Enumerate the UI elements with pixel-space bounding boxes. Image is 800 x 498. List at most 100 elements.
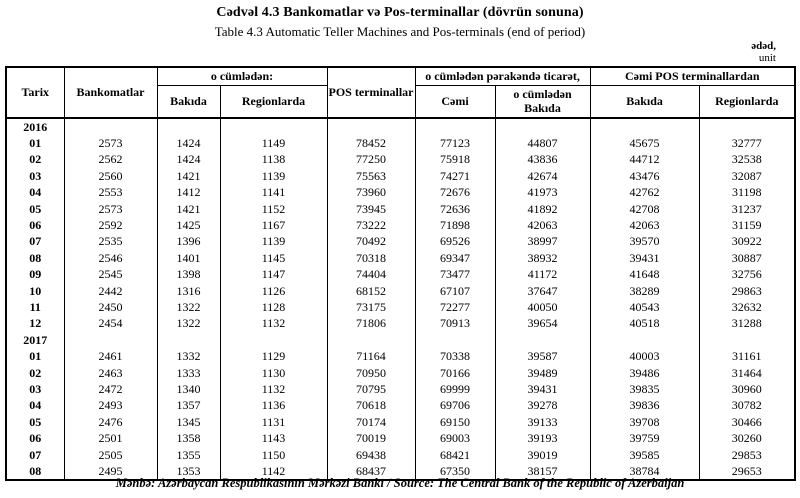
col-header-bakida: Bakıda xyxy=(156,84,221,118)
value-cell: 1424 xyxy=(156,134,221,152)
value-cell: 1401 xyxy=(156,249,221,267)
value-cell: 71806 xyxy=(326,315,416,332)
value-cell: 1353 xyxy=(156,463,221,481)
value-cell: 29853 xyxy=(698,446,796,464)
value-cell: 38997 xyxy=(494,233,591,250)
value-cell: 73960 xyxy=(326,184,416,201)
empty-cell xyxy=(219,117,328,135)
value-cell: 30782 xyxy=(698,397,796,414)
col-header-cemi: Cəmi xyxy=(414,84,496,118)
value-cell: 32087 xyxy=(698,167,796,185)
data-row: 07 2505 1355 1150 69438 68421 39019 39585 29853 xyxy=(5,446,796,464)
value-cell: 1145 xyxy=(219,249,328,267)
value-cell: 39133 xyxy=(494,413,591,431)
value-cell: 1421 xyxy=(156,200,221,217)
data-row: 04 2493 1357 1136 70618 69706 39278 39836 30782 xyxy=(5,397,796,414)
value-cell: 29653 xyxy=(698,463,796,481)
data-row: 06 2501 1358 1143 70019 69003 39193 39759 30260 xyxy=(5,430,796,447)
month-label: 03 xyxy=(5,167,65,185)
col-header-regionlarda: Regionlarda xyxy=(219,84,328,118)
value-cell: 69706 xyxy=(414,397,496,414)
month-label: 08 xyxy=(5,463,65,481)
value-cell: 40518 xyxy=(589,315,700,332)
value-cell: 2463 xyxy=(63,364,158,381)
value-cell: 71164 xyxy=(326,348,416,365)
value-cell: 1139 xyxy=(219,167,328,185)
value-cell: 1322 xyxy=(156,315,221,332)
source-note: Mənbə: Azərbaycan Respublikasının Mərkəz… xyxy=(115,476,685,490)
value-cell: 39278 xyxy=(494,397,591,414)
month-label: 05 xyxy=(5,413,65,431)
value-cell: 69347 xyxy=(414,249,496,267)
value-cell: 2495 xyxy=(63,463,158,481)
value-cell: 1130 xyxy=(219,364,328,381)
value-cell: 40003 xyxy=(589,348,700,365)
value-cell: 1128 xyxy=(219,298,328,316)
value-cell: 2546 xyxy=(63,249,158,267)
value-cell: 38932 xyxy=(494,249,591,267)
value-cell: 2573 xyxy=(63,200,158,217)
value-cell: 39708 xyxy=(589,413,700,431)
value-cell: 42063 xyxy=(494,216,591,234)
value-cell: 1142 xyxy=(219,463,328,481)
data-row: 08 2495 1353 1142 68437 67350 38157 38784 29653 xyxy=(5,463,796,481)
value-cell: 44807 xyxy=(494,134,591,152)
value-cell: 69003 xyxy=(414,430,496,447)
value-cell: 39489 xyxy=(494,364,591,381)
unit-label-az: ədəd, xyxy=(751,40,776,52)
empty-cell xyxy=(589,331,700,349)
col-header-o-cumleden-bakida: o cümlədən Bakıda xyxy=(494,84,591,118)
month-label: 11 xyxy=(5,298,65,316)
value-cell: 2476 xyxy=(63,413,158,431)
value-cell: 77250 xyxy=(326,151,416,168)
value-cell: 1131 xyxy=(219,413,328,431)
col-header-tarix: Tarix xyxy=(5,66,65,118)
data-row: 08 2546 1401 1145 70318 69347 38932 39431 30887 xyxy=(5,249,796,267)
value-cell: 1322 xyxy=(156,298,221,316)
atm-pos-table: Tarix Bankomatlar o cümlədən: POS termin… xyxy=(5,66,797,482)
value-cell: 1149 xyxy=(219,134,328,152)
value-cell: 37647 xyxy=(494,282,591,299)
value-cell: 1152 xyxy=(219,200,328,217)
data-row: 05 2476 1345 1131 70174 69150 39133 39708 30466 xyxy=(5,413,796,431)
value-cell: 30466 xyxy=(698,413,796,431)
value-cell: 70338 xyxy=(414,348,496,365)
col-group-cemi-pos: Cəmi POS terminallardan xyxy=(589,66,796,86)
year-row: 2016 xyxy=(5,117,796,135)
value-cell: 31237 xyxy=(698,200,796,217)
value-cell: 39019 xyxy=(494,446,591,464)
value-cell: 45675 xyxy=(589,134,700,152)
value-cell: 69150 xyxy=(414,413,496,431)
month-label: 02 xyxy=(5,364,65,381)
month-label: 04 xyxy=(5,397,65,414)
value-cell: 30260 xyxy=(698,430,796,447)
value-cell: 40543 xyxy=(589,298,700,316)
empty-cell xyxy=(414,331,496,349)
data-row: 10 2442 1316 1126 68152 67107 37647 38289 29863 xyxy=(5,282,796,299)
value-cell: 1396 xyxy=(156,233,221,250)
value-cell: 71898 xyxy=(414,216,496,234)
value-cell: 72277 xyxy=(414,298,496,316)
year-label: 2017 xyxy=(5,331,65,349)
value-cell: 70913 xyxy=(414,315,496,332)
empty-cell xyxy=(414,117,496,135)
year-label: 2016 xyxy=(5,117,65,135)
value-cell: 42063 xyxy=(589,216,700,234)
month-label: 05 xyxy=(5,200,65,217)
value-cell: 73477 xyxy=(414,266,496,283)
value-cell: 39836 xyxy=(589,397,700,414)
value-cell: 43476 xyxy=(589,167,700,185)
value-cell: 32538 xyxy=(698,151,796,168)
table-title-en: Table 4.3 Automatic Teller Machines and … xyxy=(214,24,586,39)
value-cell: 1316 xyxy=(156,282,221,299)
empty-cell xyxy=(494,331,591,349)
value-cell: 1167 xyxy=(219,216,328,234)
month-label: 06 xyxy=(5,430,65,447)
value-cell: 70166 xyxy=(414,364,496,381)
value-cell: 39585 xyxy=(589,446,700,464)
value-cell: 30887 xyxy=(698,249,796,267)
empty-cell xyxy=(63,331,158,349)
value-cell: 2501 xyxy=(63,430,158,447)
value-cell: 1129 xyxy=(219,348,328,365)
